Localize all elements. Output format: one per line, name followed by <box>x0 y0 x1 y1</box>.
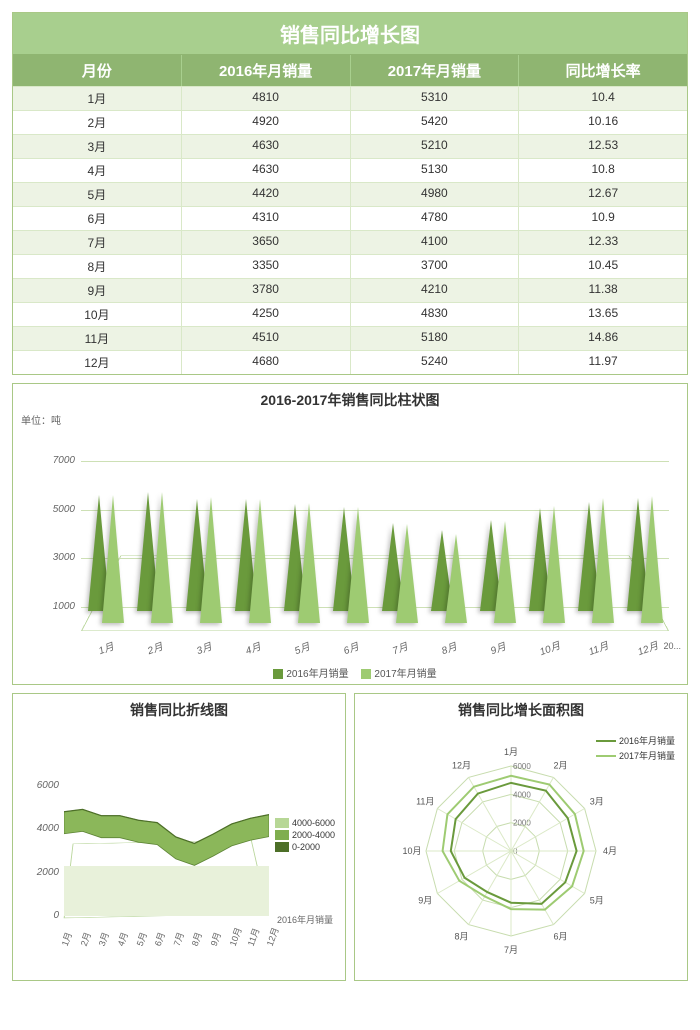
svg-text:5月: 5月 <box>590 896 604 906</box>
radar-chart-title: 销售同比增长面积图 <box>355 694 687 722</box>
svg-text:6000: 6000 <box>513 762 531 771</box>
svg-text:12月: 12月 <box>452 760 471 770</box>
table-row: 10月4250483013.65 <box>13 302 687 326</box>
cone-chart-area: 20... 10003000500070001月2月3月4月5月6月7月8月9月… <box>21 431 679 661</box>
line-side-label: 2016年月销量 <box>277 913 333 926</box>
legend-swatch-2016 <box>273 669 283 679</box>
svg-text:8月: 8月 <box>454 932 468 942</box>
surface-ribbon <box>64 786 269 916</box>
svg-text:1月: 1月 <box>504 747 518 757</box>
bar-chart-unit: 单位：吨 <box>13 412 687 427</box>
line-chart-legend: 4000-6000 2000-4000 0-2000 <box>275 816 335 854</box>
side-label: 20... <box>663 641 681 651</box>
col-2017: 2017年月销量 <box>351 55 520 86</box>
table-row: 9月3780421011.38 <box>13 278 687 302</box>
svg-text:11月: 11月 <box>416 797 434 807</box>
sales-table-panel: 销售同比增长图 月份 2016年月销量 2017年月销量 同比增长率 1月481… <box>12 12 688 375</box>
table-row: 3月4630521012.53 <box>13 134 687 158</box>
radar-chart-panel: 销售同比增长面积图 02000400060001月2月3月4月5月6月7月8月9… <box>354 693 688 981</box>
table-row: 1月4810531010.4 <box>13 86 687 110</box>
svg-text:9月: 9月 <box>418 896 432 906</box>
svg-text:10月: 10月 <box>402 846 421 856</box>
table-row: 7月3650410012.33 <box>13 230 687 254</box>
svg-text:2月: 2月 <box>553 760 567 770</box>
table-row: 2月4920542010.16 <box>13 110 687 134</box>
bar-chart-title: 2016-2017年销售同比柱状图 <box>13 384 687 412</box>
svg-text:3月: 3月 <box>590 797 604 807</box>
table-body: 1月4810531010.42月4920542010.163月463052101… <box>13 86 687 374</box>
table-row: 12月4680524011.97 <box>13 350 687 374</box>
svg-text:6月: 6月 <box>553 932 567 942</box>
line-chart-title: 销售同比折线图 <box>13 694 345 722</box>
radar-legend: 2016年月销量 2017年月销量 <box>596 732 675 764</box>
col-growth: 同比增长率 <box>519 55 687 86</box>
main-title: 销售同比增长图 <box>13 13 687 55</box>
radar-chart-area: 02000400060001月2月3月4月5月6月7月8月9月10月11月12月… <box>361 726 681 976</box>
svg-text:4000: 4000 <box>513 790 531 799</box>
legend-swatch-2017 <box>361 669 371 679</box>
line-chart-area: 4000-6000 2000-4000 0-2000 2016年月销量 0200… <box>19 726 339 956</box>
line-chart-panel: 销售同比折线图 4000-6000 2000-4000 0-2000 2016年… <box>12 693 346 981</box>
col-2016: 2016年月销量 <box>182 55 351 86</box>
col-month: 月份 <box>13 55 182 86</box>
table-row: 5月4420498012.67 <box>13 182 687 206</box>
table-row: 4月4630513010.8 <box>13 158 687 182</box>
bar-legend: 2016年月销量 2017年月销量 <box>13 661 687 684</box>
bar-chart-panel: 2016-2017年销售同比柱状图 单位：吨 20... 10003000500… <box>12 383 688 685</box>
table-header: 月份 2016年月销量 2017年月销量 同比增长率 <box>13 55 687 86</box>
svg-text:7月: 7月 <box>504 945 518 955</box>
table-row: 8月3350370010.45 <box>13 254 687 278</box>
svg-text:4月: 4月 <box>603 846 617 856</box>
table-row: 11月4510518014.86 <box>13 326 687 350</box>
table-row: 6月4310478010.9 <box>13 206 687 230</box>
